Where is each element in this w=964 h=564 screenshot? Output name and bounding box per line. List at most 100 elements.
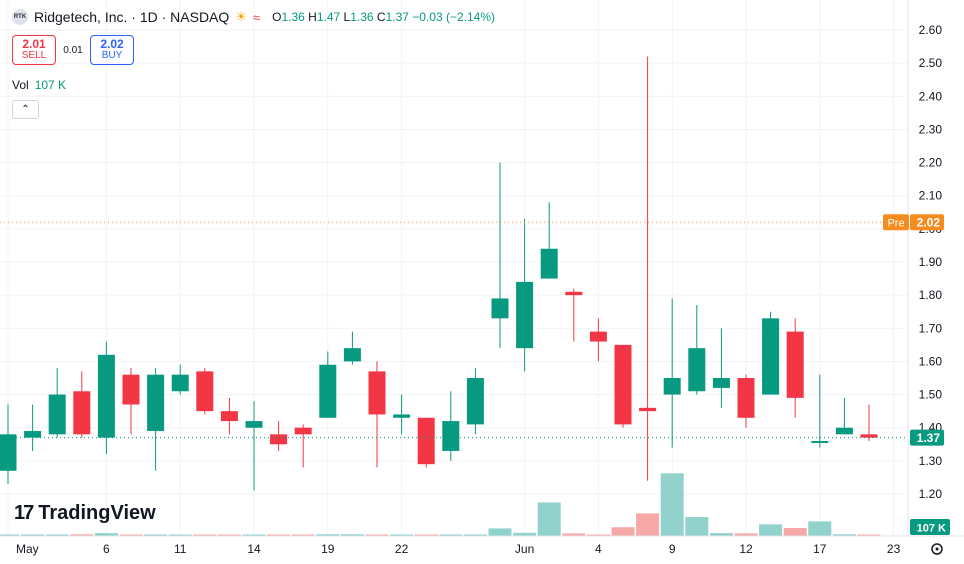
candle-body[interactable] [786, 331, 804, 398]
price-axis[interactable]: 1.201.301.401.501.601.701.801.902.002.10… [907, 0, 943, 536]
candle-body[interactable] [48, 394, 66, 435]
volume-bar [783, 527, 807, 536]
spread-value: 0.01 [63, 44, 83, 56]
settings-gear-icon[interactable] [931, 543, 943, 555]
tradingview-mark-icon: 17 [14, 502, 34, 524]
candle-body[interactable] [466, 378, 484, 425]
candle-body[interactable] [737, 378, 755, 418]
premarket-price-value: 2.02 [917, 216, 941, 230]
time-tick-label: 12 [739, 542, 753, 556]
candle-body[interactable] [589, 331, 607, 342]
chevron-up-icon: ⌃ [21, 104, 30, 115]
candle-body[interactable] [0, 434, 17, 471]
wave-icon[interactable]: ≈ [252, 9, 261, 25]
volume-legend: Vol 107 K [12, 78, 66, 92]
trade-panel: 2.01 SELL 0.01 2.02 BUY [12, 35, 134, 65]
volume-bar [21, 534, 45, 536]
volume-bar [439, 534, 463, 536]
price-tick-label: 1.90 [919, 255, 943, 269]
candle-body[interactable] [811, 440, 829, 443]
price-tick-label: 2.10 [919, 189, 943, 203]
candle-body[interactable] [147, 374, 165, 432]
candle-body[interactable] [491, 298, 509, 319]
pre-tag-label: Pre [887, 218, 904, 230]
buy-button[interactable]: 2.02 BUY [90, 35, 134, 65]
price-tick-label: 1.60 [919, 354, 943, 368]
price-tick-label: 1.30 [919, 454, 943, 468]
axis-price-labels: 2.02 Pre 1.37 107 K [883, 214, 950, 535]
candle-body[interactable] [762, 318, 780, 395]
tradingview-logo[interactable]: 17 TradingView [14, 502, 156, 525]
volume-bar [70, 534, 94, 536]
price-tick-label: 2.20 [919, 156, 943, 170]
volume-bar [119, 534, 143, 536]
settings-gear-center [935, 547, 939, 551]
candle-body[interactable] [516, 281, 534, 349]
volume-label: Vol [12, 78, 29, 92]
candle-body[interactable] [245, 421, 263, 428]
volume-bar [586, 534, 610, 536]
volume-bar [168, 534, 192, 536]
candle-body[interactable] [712, 378, 730, 388]
time-tick-label: 23 [887, 542, 901, 556]
candle-body[interactable] [442, 421, 460, 451]
volume-bar [832, 534, 856, 536]
last-price-value: 1.37 [917, 431, 941, 445]
candle-body[interactable] [97, 354, 115, 438]
volume-bar [94, 533, 118, 536]
candle-body[interactable] [417, 417, 435, 465]
candle-body[interactable] [122, 374, 140, 405]
volume-label-bg [910, 519, 950, 535]
price-tick-label: 1.80 [919, 288, 943, 302]
candle-body[interactable] [565, 291, 583, 296]
price-label-bg [910, 429, 944, 446]
time-axis[interactable]: May 6 11 14 19 22 Jun 4 9 12 17 23 [0, 535, 964, 556]
candle-body[interactable] [24, 431, 42, 438]
price-tick-label: 1.20 [919, 487, 943, 501]
volume-bar [537, 502, 561, 536]
symbol-legend: RTK Ridgetech, Inc. · 1D · NASDAQ ☀ ≈ O1… [12, 9, 495, 25]
candle-body[interactable] [614, 344, 632, 425]
volume-bar [513, 532, 537, 536]
volume-bar [267, 534, 291, 536]
price-tick-label: 1.50 [919, 388, 943, 402]
time-tick-label: 14 [247, 542, 261, 556]
candle-series[interactable] [0, 56, 878, 491]
candle-body[interactable] [368, 371, 386, 415]
sun-icon[interactable]: ☀ [235, 9, 247, 24]
candle-body[interactable] [663, 378, 681, 395]
change-value: −0.03 (−2.14%) [412, 10, 496, 24]
volume-bar [463, 534, 487, 536]
price-lines [0, 221, 908, 439]
volume-bar [685, 517, 709, 536]
price-tick-label: 2.40 [919, 89, 943, 103]
price-tick-label: 2.30 [919, 122, 943, 136]
volume-value: 107 K [34, 78, 67, 92]
time-tick-label: May [16, 542, 39, 556]
candle-body[interactable] [688, 348, 706, 392]
volume-bar [808, 521, 832, 536]
price-tick-label: 2.60 [919, 23, 943, 37]
volume-bar [291, 534, 315, 536]
candle-body[interactable] [540, 248, 558, 279]
candle-body[interactable] [294, 427, 312, 435]
price-label-bg [910, 214, 944, 231]
collapse-legend-button[interactable]: ⌃ [12, 100, 39, 119]
candle-body[interactable] [73, 391, 91, 435]
time-tick-label: 17 [813, 542, 827, 556]
symbol-title[interactable]: Ridgetech, Inc. · 1D · NASDAQ [34, 9, 230, 25]
candle-body[interactable] [220, 411, 238, 422]
symbol-logo-icon[interactable]: RTK [12, 9, 28, 25]
candle-body[interactable] [270, 434, 288, 445]
candle-body[interactable] [171, 374, 189, 392]
sell-button[interactable]: 2.01 SELL [12, 35, 56, 65]
candle-body[interactable] [639, 407, 657, 412]
volume-axis-value: 107 K [917, 523, 946, 535]
candle-body[interactable] [319, 364, 337, 418]
candle-body[interactable] [835, 427, 853, 435]
candle-body[interactable] [343, 348, 361, 362]
candle-body[interactable] [196, 371, 214, 412]
candle-body[interactable] [393, 414, 411, 418]
candle-body[interactable] [860, 434, 878, 438]
